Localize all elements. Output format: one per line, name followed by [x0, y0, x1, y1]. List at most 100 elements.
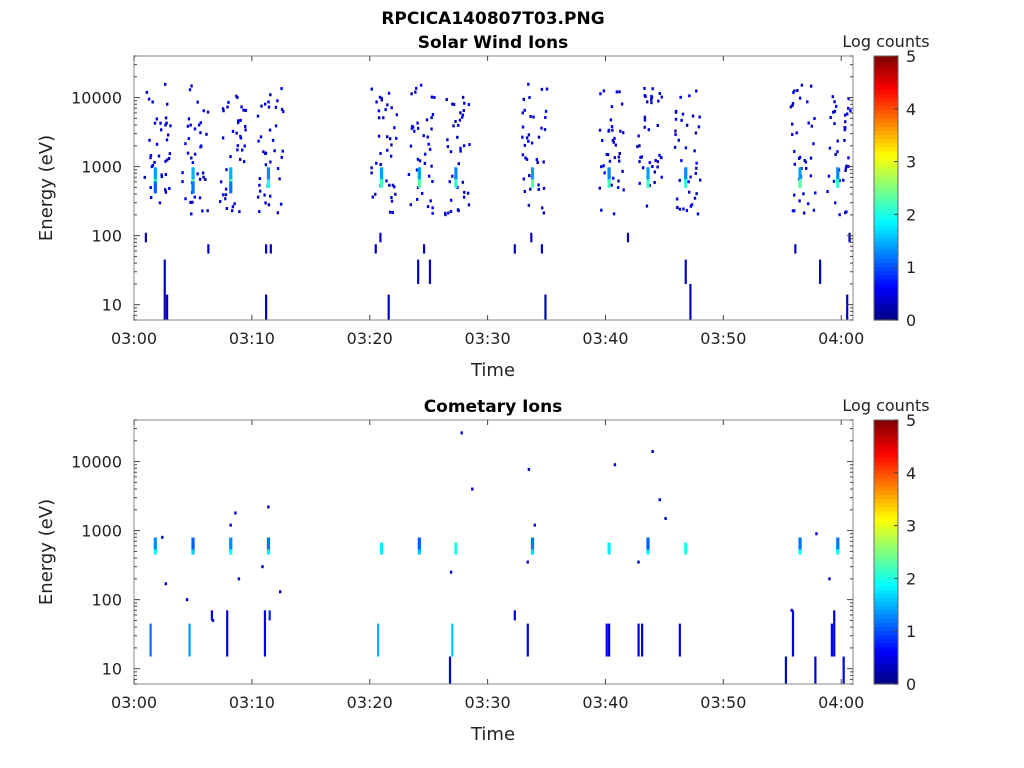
- noise-cell: [638, 144, 641, 148]
- noise-cell: [832, 110, 835, 114]
- noise-cell: [239, 118, 242, 122]
- noise-cell: [267, 203, 271, 207]
- noise-cell: [834, 201, 837, 205]
- noise-cell: [798, 96, 802, 100]
- noise-cell: [193, 195, 196, 199]
- noise-cell: [280, 87, 283, 91]
- noise-cell: [387, 91, 391, 95]
- noise-cell: [149, 195, 153, 199]
- noise-cell: [612, 176, 615, 180]
- noise-cell: [638, 181, 641, 185]
- noise-cell: [274, 105, 278, 109]
- streak-cell: [379, 232, 382, 243]
- figure-title: RPCICA140807T03.PNG: [381, 9, 604, 29]
- noise-cell: [199, 121, 202, 125]
- noise-cell: [168, 186, 171, 190]
- colorbar-tick-label: 1: [906, 258, 916, 277]
- noise-cell: [674, 133, 677, 137]
- noise-cell: [674, 129, 677, 133]
- noise-cell: [205, 132, 208, 136]
- noise-cell: [393, 185, 396, 189]
- noise-cell: [537, 183, 540, 187]
- noise-cell: [269, 93, 272, 97]
- noise-cell: [395, 136, 398, 140]
- noise-cell: [427, 142, 430, 146]
- y-tick-label: 10: [102, 296, 122, 315]
- noise-cell: [280, 107, 284, 111]
- noise-cell: [537, 187, 540, 191]
- noise-cell: [844, 168, 847, 172]
- streak-cell: [641, 623, 644, 657]
- noise-cell: [521, 135, 524, 139]
- noise-cell: [163, 82, 167, 86]
- noise-cell: [792, 193, 796, 197]
- noise-cell: [239, 136, 243, 140]
- noise-cell: [231, 129, 235, 133]
- noise-cell: [696, 212, 700, 216]
- noise-cell: [542, 211, 546, 215]
- x-tick-label: 03:20: [347, 329, 393, 348]
- noise-cell: [678, 207, 682, 211]
- noise-cell: [229, 155, 232, 159]
- noise-cell: [268, 128, 272, 132]
- noise-cell: [168, 152, 172, 156]
- noise-cell: [379, 162, 382, 166]
- cometary-colorbar-label: Log counts: [842, 396, 929, 415]
- noise-cell: [257, 139, 260, 143]
- noise-cell: [282, 110, 285, 114]
- noise-cell: [167, 156, 171, 160]
- noise-cell: [689, 175, 692, 179]
- noise-cell: [461, 95, 465, 99]
- noise-cell: [791, 102, 795, 106]
- noise-cell: [456, 135, 459, 139]
- noise-cell: [812, 142, 815, 146]
- noise-cell: [196, 100, 199, 104]
- noise-cell: [833, 109, 837, 113]
- noise-cell: [636, 145, 639, 149]
- noise-cell: [260, 104, 263, 108]
- noise-cell: [164, 159, 167, 163]
- noise-cell: [153, 160, 156, 164]
- noise-cell: [218, 200, 222, 204]
- noise-cell: [224, 197, 227, 201]
- solar-wind-panel: Solar Wind Ions Time Energy (eV) 03:00 03…: [36, 32, 930, 381]
- streak-cell: [428, 259, 432, 284]
- noise-cell: [643, 86, 646, 90]
- noise-cell: [165, 121, 168, 125]
- noise-cell: [256, 114, 260, 118]
- noise-cell: [521, 125, 525, 129]
- noise-cell: [227, 100, 230, 104]
- noise-cell: [619, 129, 622, 133]
- noise-cell: [843, 113, 847, 117]
- noise-cell: [847, 106, 850, 110]
- y-tick-label: 1000: [81, 522, 122, 541]
- heatmap-cell: [530, 167, 535, 180]
- noise-cell: [267, 505, 270, 509]
- noise-cell: [639, 156, 642, 160]
- heatmap-cell: [607, 175, 611, 188]
- noise-cell: [542, 160, 545, 164]
- noise-cell: [613, 463, 617, 467]
- noise-cell: [792, 90, 795, 94]
- noise-cell: [542, 186, 546, 190]
- noise-cell: [149, 186, 152, 190]
- noise-cell: [804, 160, 807, 164]
- noise-cell: [664, 516, 667, 520]
- noise-cell: [695, 89, 698, 93]
- noise-cell: [377, 116, 381, 120]
- noise-cell: [166, 102, 169, 106]
- noise-cell: [278, 177, 281, 181]
- noise-cell: [460, 431, 463, 435]
- noise-cell: [673, 145, 677, 149]
- noise-cell: [244, 128, 247, 132]
- heatmap-cell: [646, 167, 650, 180]
- noise-cell: [838, 213, 841, 217]
- noise-cell: [463, 101, 466, 105]
- noise-cell: [637, 134, 640, 138]
- noise-cell: [461, 113, 465, 117]
- noise-cell: [279, 202, 283, 206]
- noise-cell: [809, 84, 813, 88]
- noise-cell: [688, 190, 691, 194]
- heatmap-cell: [646, 537, 650, 550]
